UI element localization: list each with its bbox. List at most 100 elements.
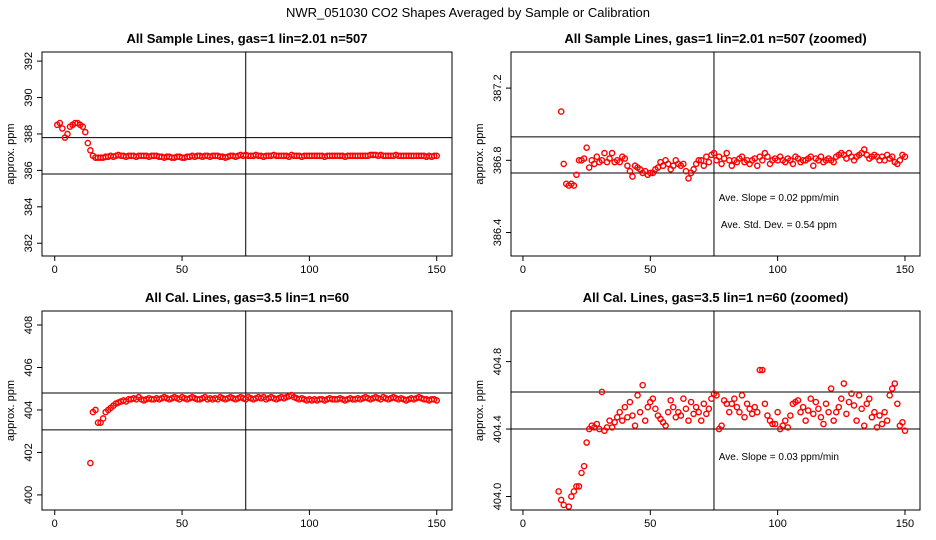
point [723,149,731,157]
point [774,408,781,416]
point [616,408,624,416]
point [593,153,601,161]
point [583,439,590,446]
x-tick-label: 100 [768,518,786,530]
point [611,419,618,426]
x-tick-label: 0 [52,518,58,530]
point [787,412,794,419]
point [769,420,776,428]
point [573,171,580,179]
point [598,388,606,396]
annotation: Ave. Slope = 0.03 ppm/min [719,452,839,463]
x-tick-label: 100 [300,518,318,530]
point [888,385,896,392]
point [797,408,804,416]
point [557,496,565,504]
y-axis-label: approx. ppm [474,123,486,184]
point [736,408,743,416]
point [580,155,588,162]
y-tick-label: 386.8 [492,147,504,175]
x-tick-label: 50 [176,264,188,276]
point [804,407,812,414]
plot-frame [41,51,453,257]
x-tick-label: 100 [300,264,318,276]
point [608,149,616,157]
point [81,128,89,136]
point [761,400,769,408]
point [817,413,825,421]
panel-title: All Cal. Lines, gas=3.5 lin=1 n=60 [145,290,349,305]
x-tick-label: 150 [428,264,446,276]
y-tick-label: 390 [23,88,35,106]
point [560,160,568,168]
y-tick-label: 408 [23,316,35,334]
point [555,488,562,495]
point [827,385,835,392]
point [873,424,881,431]
point [728,400,736,408]
point [621,403,629,411]
point [700,400,708,408]
x-tick-label: 0 [52,264,58,276]
point [631,422,639,429]
point [700,162,708,170]
point [570,182,578,189]
point [692,403,700,411]
y-tick-label: 400 [23,486,35,504]
point [799,403,807,411]
point [901,427,909,435]
point [817,153,825,161]
point [626,398,634,406]
point [685,417,692,424]
point [606,155,613,162]
point [433,152,441,160]
point [682,405,690,413]
point [868,413,876,421]
point [652,405,659,413]
point [858,405,865,413]
point [830,417,837,424]
point [578,469,585,477]
point [807,395,815,402]
point [738,153,746,161]
point [759,157,766,164]
point [881,408,888,416]
y-tick-label: 402 [23,443,35,461]
point [835,403,843,411]
point [860,146,868,153]
x-tick-label: 50 [176,518,188,530]
point [830,158,837,166]
plot-area [42,52,452,256]
point [705,405,713,413]
point [725,408,733,416]
y-tick-label: 387.2 [492,74,504,102]
point [601,149,608,157]
point [764,153,771,161]
x-tick-label: 100 [768,264,786,276]
plot-frame [510,51,921,257]
y-axis-label: approx. ppm [5,380,17,441]
x-tick-label: 50 [644,264,656,276]
plot-area [511,311,920,510]
point [667,397,674,404]
point [677,412,685,419]
x-tick-label: 150 [896,264,914,276]
point [871,408,878,416]
point [718,422,725,429]
point [59,125,66,132]
point [771,420,779,428]
point [634,392,641,399]
plot-frame [41,310,453,511]
point [84,139,92,147]
point [753,162,761,170]
point [743,400,751,408]
plot-frame [510,310,921,511]
point [812,398,820,406]
point [94,419,102,427]
plot-area [42,311,452,510]
point [687,398,695,406]
point [92,406,99,414]
point [87,459,94,467]
point [794,397,802,404]
point [899,419,906,426]
